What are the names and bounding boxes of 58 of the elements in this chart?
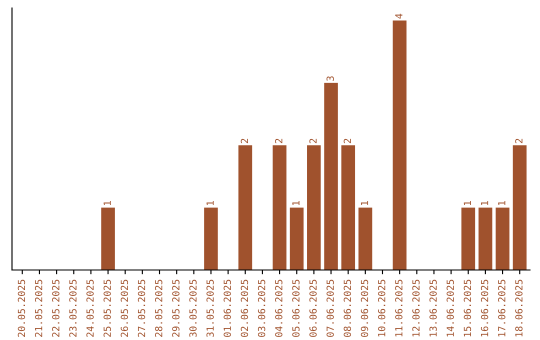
x-tick-label: 01.06.2025 [224, 280, 231, 337]
data-label: 2 [344, 138, 351, 144]
bar [392, 20, 407, 270]
data-label: 1 [360, 201, 368, 206]
data-label: 1 [464, 201, 471, 206]
bar [512, 145, 527, 270]
data-label: 1 [104, 201, 111, 206]
data-label: 2 [275, 138, 282, 144]
data-label: 1 [481, 201, 488, 206]
data-label: 2 [515, 138, 522, 144]
x-tick-label: 24.05.2025 [86, 280, 94, 337]
data-label: 3 [326, 76, 334, 81]
data-label: 2 [309, 138, 317, 144]
bar [204, 208, 218, 270]
x-tick-label: 06.06.2025 [309, 280, 317, 337]
x-tick-label: 10.06.2025 [378, 280, 386, 336]
x-tick-label: 11.06.2025 [395, 280, 402, 336]
x-tick-label: 23.05.2025 [69, 280, 77, 337]
bar [290, 208, 304, 270]
x-tick-label: 17.06.2025 [498, 280, 506, 336]
x-tick-label: 13.06.2025 [429, 280, 437, 336]
x-tick-label: 07.06.2025 [326, 280, 334, 337]
x-tick-label: 29.05.2025 [172, 280, 180, 337]
x-tick-label: 03.06.2025 [258, 280, 266, 337]
x-tick-label: 08.06.2025 [344, 280, 352, 337]
bar [496, 208, 510, 270]
x-tick-label: 05.06.2025 [292, 280, 300, 337]
data-label: 2 [240, 138, 248, 144]
bar [307, 145, 321, 270]
x-tick-label: 25.05.2025 [104, 280, 111, 337]
x-tick-label: 30.05.2025 [189, 280, 197, 337]
x-tick-label: 09.06.2025 [360, 280, 368, 337]
x-tick-label: 18.06.2025 [515, 280, 523, 336]
data-label: 4 [395, 14, 402, 19]
x-tick-label: 28.05.2025 [155, 280, 162, 337]
bar [238, 145, 252, 270]
x-tick-label: 15.06.2025 [464, 280, 472, 336]
data-label: 1 [206, 201, 214, 206]
bar [324, 82, 338, 270]
x-tick-label: 21.05.2025 [34, 280, 42, 337]
x-tick-label: 02.06.2025 [240, 280, 248, 337]
x-tick-label: 26.05.2025 [120, 280, 128, 337]
x-tick-label: 20.05.2025 [18, 280, 26, 337]
bar [272, 145, 286, 270]
bar [341, 145, 356, 270]
bar [358, 208, 372, 270]
bar [461, 208, 476, 270]
x-tick-label: 04.06.2025 [275, 280, 282, 337]
bar [478, 208, 492, 270]
x-tick-label: 16.06.2025 [480, 280, 488, 336]
x-tick-label: 12.06.2025 [412, 280, 420, 336]
x-tick-label: 27.05.2025 [138, 280, 146, 337]
data-label: 1 [498, 201, 506, 206]
data-label: 1 [292, 201, 300, 206]
bar [101, 208, 115, 270]
x-tick-label: 22.05.2025 [52, 280, 60, 337]
x-tick-label: 14.06.2025 [446, 280, 454, 336]
x-tick-label: 31.05.2025 [206, 280, 214, 337]
